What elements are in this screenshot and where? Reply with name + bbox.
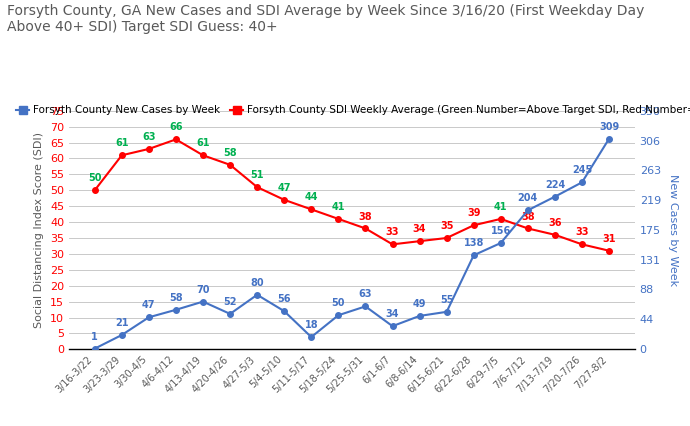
Y-axis label: Social Distancing Index Score (SDI): Social Distancing Index Score (SDI) — [34, 132, 44, 328]
Text: 33: 33 — [575, 227, 589, 237]
Text: 1: 1 — [91, 332, 98, 342]
Text: 61: 61 — [115, 138, 128, 148]
Text: 56: 56 — [277, 294, 291, 304]
Text: 33: 33 — [386, 227, 400, 237]
Text: 47: 47 — [277, 183, 291, 193]
Legend: Forsyth County New Cases by Week, Forsyth County SDI Weekly Average (Green Numbe: Forsyth County New Cases by Week, Forsyt… — [12, 101, 690, 119]
Text: 50: 50 — [88, 173, 101, 183]
Text: 34: 34 — [413, 224, 426, 234]
Text: Forsyth County, GA New Cases and SDI Average by Week Since 3/16/20 (First Weekda: Forsyth County, GA New Cases and SDI Ave… — [7, 4, 644, 35]
Text: 41: 41 — [332, 202, 345, 212]
Text: 36: 36 — [548, 218, 562, 228]
Text: 66: 66 — [169, 122, 183, 132]
Text: 51: 51 — [250, 170, 264, 180]
Text: 61: 61 — [196, 138, 210, 148]
Text: 245: 245 — [572, 165, 592, 176]
Text: 21: 21 — [115, 318, 128, 328]
Text: 18: 18 — [304, 320, 318, 330]
Text: 44: 44 — [304, 193, 318, 202]
Text: 38: 38 — [359, 211, 372, 222]
Text: 63: 63 — [142, 132, 156, 142]
Text: 58: 58 — [169, 293, 183, 303]
Text: 38: 38 — [521, 211, 535, 222]
Y-axis label: New Cases by Week: New Cases by Week — [668, 174, 678, 286]
Text: 47: 47 — [142, 300, 156, 310]
Text: 35: 35 — [440, 221, 453, 231]
Text: 49: 49 — [413, 299, 426, 309]
Text: 204: 204 — [518, 193, 538, 203]
Text: 31: 31 — [602, 234, 616, 244]
Text: 41: 41 — [494, 202, 508, 212]
Text: 156: 156 — [491, 226, 511, 236]
Text: 34: 34 — [386, 309, 400, 319]
Text: 224: 224 — [545, 180, 565, 190]
Text: 63: 63 — [359, 289, 372, 299]
Text: 58: 58 — [224, 148, 237, 158]
Text: 55: 55 — [440, 295, 453, 305]
Text: 138: 138 — [464, 238, 484, 248]
Text: 70: 70 — [196, 285, 210, 295]
Text: 80: 80 — [250, 278, 264, 288]
Text: 50: 50 — [332, 298, 345, 308]
Text: 39: 39 — [467, 208, 480, 218]
Text: 52: 52 — [224, 297, 237, 307]
Text: 309: 309 — [599, 122, 619, 132]
